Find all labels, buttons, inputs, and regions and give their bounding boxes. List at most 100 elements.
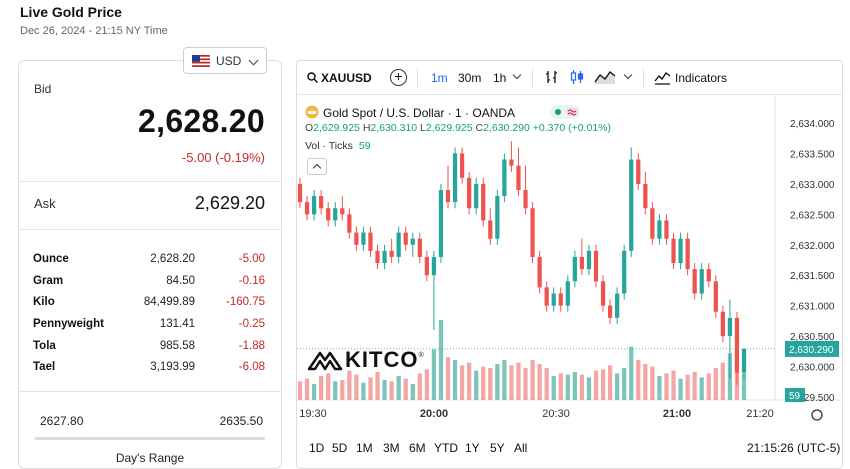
candle-body — [572, 256, 577, 282]
candle-body — [692, 269, 697, 294]
candle-body — [452, 153, 458, 203]
unit-name: Ounce — [33, 253, 69, 265]
period-all[interactable]: All — [514, 441, 528, 455]
unit-name: Gram — [33, 274, 64, 287]
volume-bar — [720, 362, 725, 400]
volume-bar — [685, 374, 690, 400]
candle-body — [685, 238, 690, 270]
volume-bar — [565, 374, 570, 400]
candle-body — [368, 232, 373, 251]
unit-row-tael: Tael 3,193.99 -6.08 — [19, 357, 281, 379]
candle-body — [347, 214, 352, 233]
volume-bar — [326, 373, 331, 400]
interval-1h[interactable]: 1h — [493, 71, 507, 85]
unit-name: Tael — [33, 361, 56, 374]
unit-price: 84.50 — [166, 274, 195, 287]
chart-clock[interactable]: 21:15:26 (UTC-5) — [747, 441, 841, 455]
unit-price: 131.41 — [159, 318, 195, 331]
period-5y[interactable]: 5Y — [490, 441, 505, 455]
candle-body — [319, 196, 324, 209]
bid-label: Bid — [34, 82, 52, 96]
volume-bar — [692, 372, 697, 400]
volume-bar — [340, 380, 345, 400]
unit-price: 2,628.20 — [150, 253, 195, 265]
price-chart[interactable]: 2,634.000 2,633.500 2,633.000 2,632.500 2,63… — [297, 95, 842, 435]
unit-name: Kilo — [33, 296, 55, 309]
candle-body — [636, 159, 641, 184]
candle-body — [720, 311, 725, 337]
volume-bar — [530, 360, 535, 400]
volume-bar — [375, 372, 380, 400]
unit-row-ounce: Ounce 2,628.20 -5.00 — [19, 249, 281, 271]
candle-body — [340, 208, 345, 215]
candle-body — [467, 177, 472, 209]
volume-bar — [452, 360, 458, 400]
volume-bar — [319, 376, 324, 400]
y-tick-label: 2,634.000 — [790, 119, 835, 130]
volume-bar — [523, 368, 528, 400]
symbol-search-button[interactable]: XAUUSD — [307, 71, 372, 85]
last-price-label: 2,630.290 — [789, 345, 834, 356]
candle-body — [495, 196, 500, 239]
candle-body — [424, 256, 429, 276]
indicators-button[interactable]: Indicators — [675, 71, 728, 85]
volume-bar — [368, 377, 373, 400]
volume-bar — [671, 370, 676, 400]
period-1y[interactable]: 1Y — [465, 441, 480, 455]
chevron-up-icon — [312, 163, 322, 173]
area-chart-type-icon[interactable] — [594, 69, 616, 88]
interval-1m[interactable]: 1m — [431, 71, 448, 85]
candle-body — [382, 250, 387, 264]
period-1m[interactable]: 1M — [356, 441, 373, 455]
candle-body — [417, 238, 422, 257]
candle-body — [438, 189, 444, 257]
candle-body — [333, 208, 338, 221]
unit-row-kilo: Kilo 84,499.89 -160.75 — [19, 292, 281, 314]
volume-bar — [382, 380, 387, 400]
compare-add-button[interactable]: + — [390, 69, 407, 86]
candle-body — [664, 220, 669, 239]
candle-body — [699, 269, 704, 294]
toolbar-separator — [417, 69, 418, 87]
x-tick-label: 21:00 — [663, 408, 691, 420]
candle-body — [537, 256, 542, 288]
range-low: 2627.80 — [40, 414, 84, 428]
period-1d[interactable]: 1D — [309, 441, 325, 455]
unit-row-tola: Tola 985.58 -1.88 — [19, 336, 281, 358]
candles-chart-type-icon[interactable] — [569, 69, 585, 88]
currency-select[interactable]: USD — [183, 47, 267, 74]
collapse-legend-button[interactable] — [307, 158, 327, 175]
unit-price: 985.58 — [159, 339, 195, 352]
y-tick-label: 2,633.000 — [790, 180, 835, 191]
candle-body — [622, 250, 627, 294]
chevron-down-icon[interactable] — [512, 70, 522, 80]
candle-body — [516, 165, 521, 190]
indicators-icon[interactable] — [654, 69, 671, 88]
period-3m[interactable]: 3M — [383, 441, 400, 455]
candle-body — [544, 287, 549, 306]
y-tick-label: 2,632.000 — [790, 241, 835, 252]
y-tick-label: 2,629.500 — [790, 393, 835, 404]
chevron-down-icon[interactable] — [623, 70, 633, 80]
unit-table: Ounce 2,628.20 -5.00 Gram 84.50 -0.16 Ki… — [19, 249, 281, 379]
toolbar-separator — [643, 69, 644, 87]
period-6m[interactable]: 6M — [409, 441, 426, 455]
candle-body — [727, 317, 733, 337]
x-tick-label: 20:00 — [420, 408, 448, 420]
candle-body — [361, 232, 366, 245]
candle-body — [593, 250, 599, 282]
quote-panel: Bid 2,628.20 -5.00 (-0.19%) Ask 2,629.20… — [18, 60, 282, 469]
candle-body — [586, 250, 592, 270]
period-5d[interactable]: 5D — [332, 441, 348, 455]
unit-price: 84,499.89 — [143, 296, 195, 309]
candle-body — [431, 256, 437, 276]
chart-toolbar: XAUUSD + 1m 30m 1h — [297, 61, 842, 95]
volume-bar — [678, 378, 683, 400]
market-status-badge[interactable] — [550, 105, 580, 119]
page-title: Live Gold Price — [20, 4, 122, 20]
period-ytd[interactable]: YTD — [434, 441, 458, 455]
candle-body — [650, 208, 655, 239]
symbol-label: XAUUSD — [321, 71, 372, 85]
bar-chart-type-icon[interactable] — [544, 69, 560, 88]
interval-30m[interactable]: 30m — [458, 71, 482, 85]
